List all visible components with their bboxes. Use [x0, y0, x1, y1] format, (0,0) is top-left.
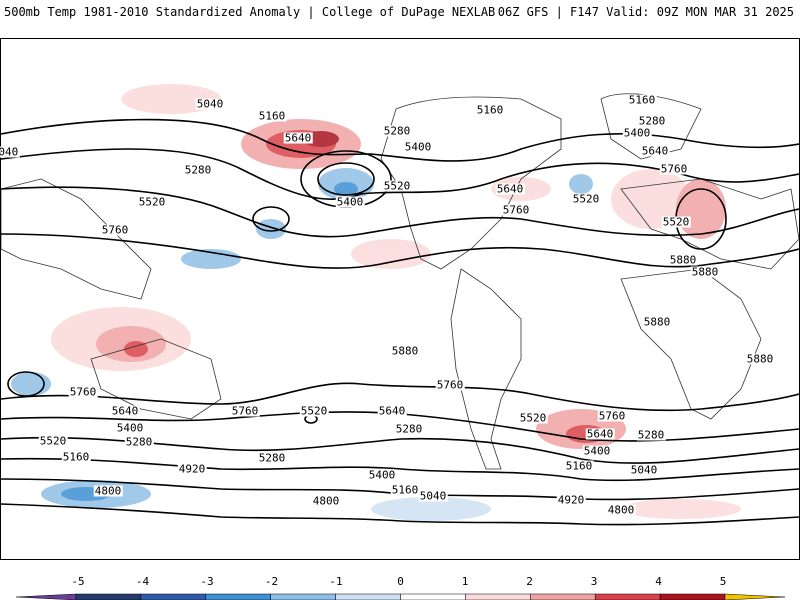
anomaly-colorbar [15, 593, 786, 600]
contour-label: 5520 [299, 404, 329, 418]
colorbar-segment [465, 593, 531, 600]
map-panel [0, 38, 800, 560]
colorbar-tick-label: -1 [329, 575, 343, 588]
contour-label: 5760 [597, 409, 627, 423]
colorbar-segment [140, 593, 207, 600]
colorbar-segment [594, 593, 661, 600]
contour-label: 5520 [38, 434, 68, 448]
contour-label: 4920 [556, 493, 586, 507]
contour-label: 5040 [629, 463, 659, 477]
contour-label: 5040 [418, 489, 448, 503]
contour-label: 5520 [661, 215, 691, 229]
contour-label: 5640 [495, 182, 525, 196]
map-title: 500mb Temp 1981-2010 Standardized Anomal… [4, 5, 496, 19]
colorbar-tick-label: -4 [135, 575, 150, 588]
contour-label: 5520 [382, 179, 412, 193]
contour-label: 5880 [745, 352, 775, 366]
contour-label: 5760 [100, 223, 130, 237]
contour-label: 4800 [93, 484, 123, 498]
colorbar-segment [400, 593, 466, 600]
model-run-info: 06Z GFS | F147 Valid: 09Z MON MAR 31 202… [497, 5, 794, 19]
contour-label: 5280 [257, 451, 287, 465]
contour-label: 5760 [435, 378, 465, 392]
colorbar-segment [659, 593, 726, 600]
contour-label: 5400 [622, 126, 652, 140]
colorbar-tick-label: 3 [590, 575, 598, 588]
contour-label: 5280 [183, 163, 213, 177]
contour-label: 5640 [640, 144, 670, 158]
contour-label: 5160 [475, 103, 505, 117]
colorbar-tick-label: 1 [461, 575, 469, 588]
contour-label: 5160 [627, 93, 657, 107]
contour-label: 5760 [501, 203, 531, 217]
contour-label: 5280 [124, 435, 154, 449]
colorbar-tick-label: 0 [397, 575, 404, 588]
colorbar-segment [205, 593, 271, 600]
coastlines [1, 93, 799, 470]
contour-label: 5160 [564, 459, 594, 473]
contour-label: 5280 [637, 114, 667, 128]
contour-label: 5640 [283, 131, 313, 145]
colorbar-segment [335, 593, 401, 600]
contour-label: 5520 [571, 192, 601, 206]
contour-label: 5520 [518, 411, 548, 425]
colorbar-segment [530, 593, 596, 600]
colorbar-segment [270, 593, 336, 600]
contour-label: 5040 [195, 97, 225, 111]
anomaly-map [1, 84, 799, 526]
contour-label: 5760 [68, 385, 98, 399]
contour-label: 4920 [177, 462, 207, 476]
colorbar-tick-label: 4 [655, 575, 662, 588]
contour-label: 5280 [382, 124, 412, 138]
colorbar-tick-label: -5 [71, 575, 85, 588]
contour-label: 5400 [582, 444, 612, 458]
contour-label: 5760 [230, 404, 260, 418]
contour-label: 5400 [367, 468, 397, 482]
contour-label: 5520 [137, 195, 167, 209]
contour-label: 5880 [690, 265, 720, 279]
contour-label: 5880 [642, 315, 672, 329]
contour-label: 4800 [311, 494, 341, 508]
contour-label: 5160 [61, 450, 91, 464]
contour-label: 5880 [390, 344, 420, 358]
contour-label: 5880 [668, 253, 698, 267]
contour-label: 5040 [0, 146, 20, 158]
contour-label: 5760 [659, 162, 689, 176]
colorbar-tick-label: -3 [200, 575, 214, 588]
contour-label: 4800 [606, 503, 636, 517]
colorbar-extend [724, 593, 786, 600]
contour-label: 5400 [403, 140, 433, 154]
contour-label: 5280 [394, 422, 424, 436]
contour-label: 5160 [257, 109, 287, 123]
colorbar-segment [75, 593, 142, 600]
contour-label: 5400 [335, 195, 365, 209]
colorbar-extend [15, 593, 77, 600]
contour-label: 5640 [110, 404, 140, 418]
colorbar-tick-label: 2 [526, 575, 533, 588]
colorbar-tick-label: -2 [264, 575, 279, 588]
contour-label: 5280 [636, 428, 666, 442]
contour-label: 5160 [390, 483, 420, 497]
contour-label: 5400 [115, 421, 145, 435]
contour-label: 5640 [585, 427, 615, 441]
contour-label: 5640 [377, 404, 407, 418]
colorbar-tick-label: 5 [719, 575, 727, 588]
